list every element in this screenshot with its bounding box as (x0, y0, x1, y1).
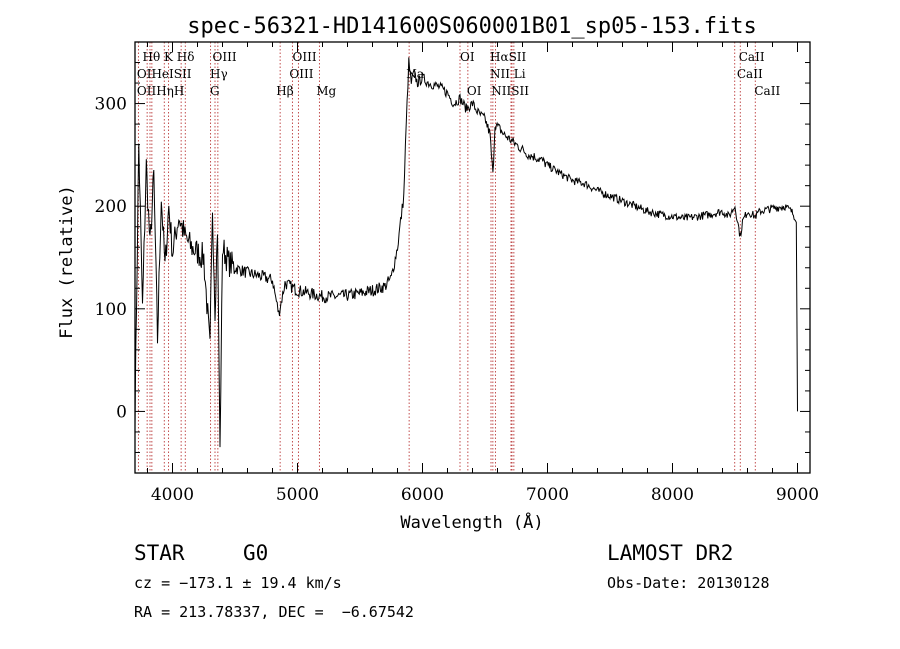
x-tick-label: 7000 (526, 485, 569, 505)
survey-name: LAMOST DR2 (607, 541, 734, 565)
observation-date: Obs-Date: 20130128 (607, 574, 770, 592)
spectral-line-label: OIII (293, 50, 317, 64)
chart-title: spec-56321-HD141600S060001B01_sp05-153.f… (187, 14, 757, 39)
y-axis-ticks: 0 100 200 300 (95, 62, 810, 453)
x-tick-label: 6000 (401, 485, 444, 505)
spectral-line-label: OIII (289, 67, 313, 81)
spectrum-line (134, 57, 798, 448)
spectral-line-label: G (210, 84, 220, 98)
spectral-line-label: NIISII (491, 84, 529, 98)
redshift-velocity: cz = −173.1 ± 19.4 km/s (134, 574, 342, 592)
spectral-line-label: OI (467, 84, 482, 98)
coordinates: RA = 213.78337, DEC = −6.67542 (134, 603, 414, 621)
spectral-line-label: OI (460, 50, 475, 64)
spectral-line-label: Hβ (276, 84, 293, 98)
spectral-line-label: Hγ (210, 67, 228, 81)
spectral-line-label: Hθ K Hδ (143, 50, 195, 64)
x-axis-ticks: 4000 5000 6000 7000 8000 9000 (147, 42, 819, 505)
spectrum-series (134, 57, 798, 448)
spectral-line-label: OIHeISII (137, 67, 192, 81)
spectral-line-label: CaII (739, 50, 765, 64)
x-axis-label: Wavelength (Å) (400, 511, 543, 533)
spectral-line-label: CaII (754, 84, 780, 98)
spectral-line-label: OIII (213, 50, 237, 64)
y-axis-label: Flux (relative) (57, 185, 77, 339)
object-type: STAR (134, 541, 185, 565)
x-tick-label: 4000 (151, 485, 194, 505)
spectral-line-label: OIIHηH (137, 84, 184, 98)
plot-frame (134, 41, 811, 474)
y-tick-label: 100 (95, 300, 127, 320)
y-tick-label: 0 (116, 402, 127, 422)
spectral-line-label: NII Li (490, 67, 526, 81)
x-tick-label: 9000 (776, 485, 819, 505)
y-tick-label: 300 (95, 95, 127, 115)
spectral-line-labels: Hθ K Hδ OIII OIII OI HαSII CaII OIHeISII Hγ OIII… (137, 50, 781, 98)
spectral-line-label: CaII (737, 67, 763, 81)
y-tick-label: 200 (95, 197, 127, 217)
spectral-line-label: Mg (316, 84, 336, 98)
x-tick-label: 8000 (651, 485, 694, 505)
spectral-line-label: HαSII (490, 50, 527, 64)
x-tick-label: 5000 (276, 485, 319, 505)
subclass: G0 (243, 541, 269, 565)
